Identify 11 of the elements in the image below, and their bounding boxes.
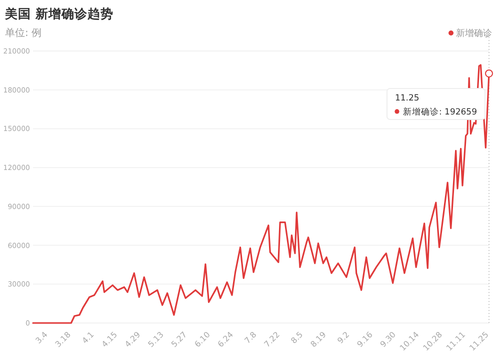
legend-label: 新增确诊: [456, 28, 492, 39]
chart-subtitle: 单位: 例: [5, 27, 42, 39]
x-tick-label: 8.5: [289, 330, 305, 346]
tooltip: 11.25 新增确诊: 192659: [386, 88, 486, 120]
chart-title: 美国 新增确诊趋势: [4, 6, 114, 21]
x-tick-label: 9.2: [336, 330, 352, 346]
x-tick-label: 3.4: [34, 330, 50, 346]
annotation: 11.25: [394, 93, 420, 104]
annotation: 新增确诊: 192659: [402, 106, 477, 118]
x-tick-label: 4.1: [80, 330, 96, 346]
x-tick-label: 7.8: [242, 330, 258, 346]
